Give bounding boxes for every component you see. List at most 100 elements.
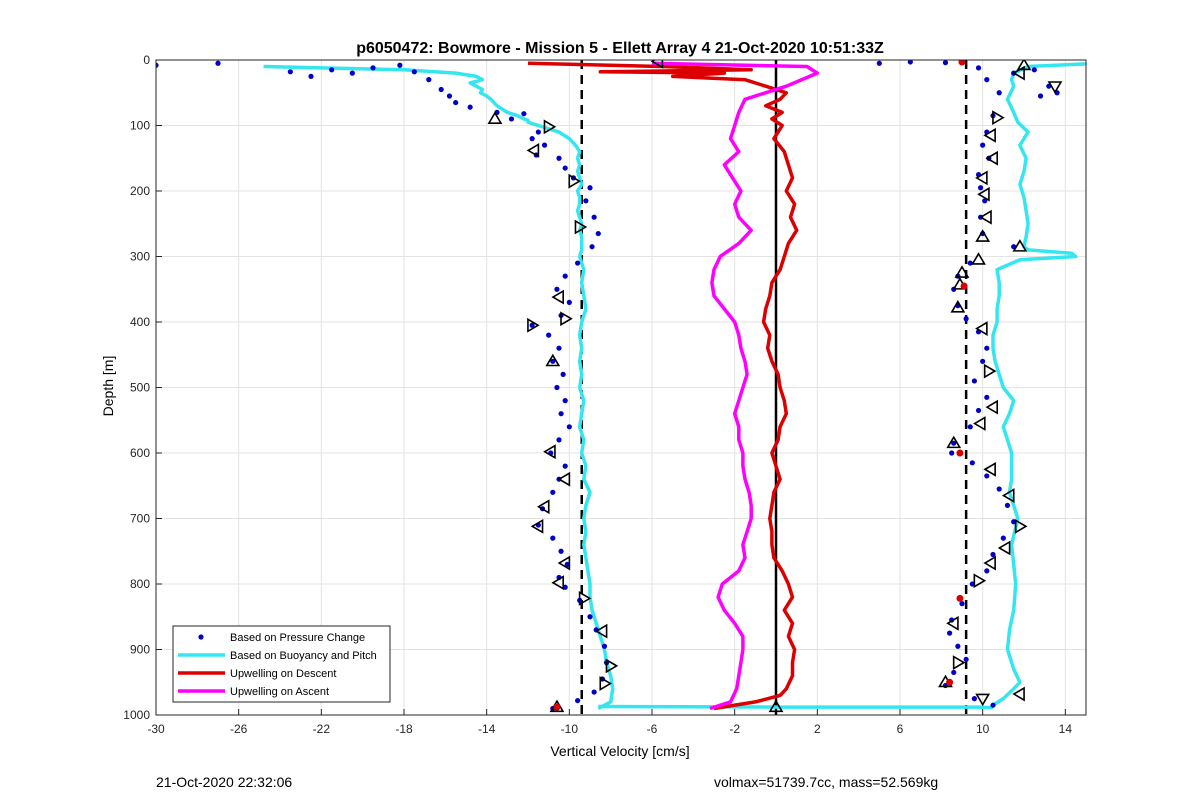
ramp-marker-triangle (560, 311, 573, 327)
x-tick-label: -6 (647, 722, 658, 736)
descent-marker-dot (960, 282, 968, 290)
ramp-marker-triangle (1012, 686, 1025, 702)
y-tick-label: 600 (130, 446, 150, 460)
ramp-marker-triangle (536, 499, 550, 515)
ramp-marker-triangle (768, 699, 784, 713)
axes: -30 -26 -22 -18 -14 -10 -6 -2 2 6 10 14010020030040… (123, 53, 1087, 736)
pressure-change-point (575, 260, 581, 266)
pressure-change-point (583, 198, 589, 204)
pressure-change-point (566, 424, 572, 430)
y-tick-label: 900 (130, 643, 150, 657)
x-tick-label: -22 (313, 722, 331, 736)
ramp-marker-triangle (594, 623, 608, 639)
buoyancy-pitch-line (598, 704, 994, 710)
ramp-marker-triangle (946, 615, 959, 631)
ramp-marker-triangle (946, 435, 962, 449)
pressure-change-point (971, 696, 978, 702)
ramp-marker-triangle (557, 555, 571, 571)
pressure-change-point (446, 93, 453, 99)
pressure-change-point (1000, 535, 1006, 541)
data-layer (156, 60, 1086, 715)
pressure-change-point (980, 142, 986, 148)
upwelling-descent-line (527, 61, 799, 711)
ramp-marker-triangle (599, 676, 613, 691)
descent-marker-dot (553, 703, 561, 711)
pressure-change-point (591, 689, 597, 695)
descent-marker-dot (956, 594, 964, 602)
pressure-change-point (529, 322, 535, 328)
y-axis-label: Depth [m] (100, 356, 116, 417)
pressure-change-point (975, 407, 982, 414)
y-tick-label: 800 (130, 577, 150, 591)
pressure-change-point (397, 62, 403, 68)
pressure-change-point (1037, 93, 1044, 99)
buoyancy-pitch-line (991, 62, 1086, 707)
ramp-marker-triangle (568, 173, 582, 189)
ramp-marker-triangle (979, 209, 992, 225)
pressure-change-point (990, 702, 996, 708)
y-tick-label: 400 (130, 315, 150, 329)
chart-title: p6050472: Bowmore - Mission 5 - Ellett A… (356, 40, 884, 57)
ramp-marker-triangle (530, 518, 544, 534)
ramp-marker-triangle (574, 219, 588, 235)
ramp-marker-triangle (954, 265, 970, 278)
ramp-marker-triangle (985, 150, 999, 166)
ramp-marker-triangle (1001, 488, 1015, 503)
ramp-marker-triangle (992, 110, 1005, 126)
y-tick-label: 300 (130, 250, 150, 264)
pressure-change-point (562, 165, 568, 171)
legend-symbol-dot (198, 634, 204, 640)
y-tick-label: 0 (143, 53, 150, 67)
x-tick-label: 10 (976, 722, 990, 736)
pressure-change-point (411, 69, 417, 75)
x-tick-label: 2 (814, 722, 821, 736)
pressure-change-point (329, 67, 335, 73)
descent-marker-dot (946, 678, 954, 686)
x-tick-label: -26 (230, 722, 248, 736)
pressure-change-point (508, 116, 515, 122)
pressure-change-point (546, 332, 552, 338)
ramp-marker-triangle (543, 444, 556, 460)
x-tick-label: -30 (147, 722, 165, 736)
pressure-change-point (996, 486, 1002, 492)
pressure-change-point (308, 73, 314, 79)
ramp-marker-triangle (983, 555, 996, 571)
pressure-change-point (980, 358, 986, 364)
pressure-change-point (984, 394, 990, 400)
ramp-marker-triangle (971, 252, 986, 265)
ramp-marker-triangle (545, 353, 561, 367)
x-axis-label: Vertical Velocity [cm/s] (550, 743, 689, 759)
pressure-change-point (984, 473, 990, 479)
y-tick-label: 100 (130, 119, 150, 133)
descent-marker-dot (956, 449, 964, 457)
pressure-change-point (963, 316, 969, 322)
pressure-change-point (587, 185, 593, 191)
pressure-change-point (562, 463, 568, 469)
pressure-change-point (556, 345, 562, 351)
ramp-marker-triangle (605, 658, 619, 674)
ramp-marker-triangle (543, 119, 557, 135)
descent-marker-dot (958, 60, 966, 66)
ramp-marker-triangle (1047, 81, 1063, 94)
pressure-change-point (556, 155, 562, 161)
pressure-change-point (984, 77, 990, 83)
pressure-change-point (529, 136, 535, 142)
pressure-change-point (947, 630, 953, 636)
ramp-marker-triangle (1014, 518, 1028, 534)
pressure-change-point (959, 601, 965, 607)
pressure-change-point (967, 260, 973, 266)
pressure-change-point (955, 643, 961, 649)
legend-label: Based on Buoyancy and Pitch (230, 650, 377, 662)
ramp-marker-triangle (973, 573, 987, 589)
y-tick-label: 700 (130, 512, 150, 526)
pressure-change-point (550, 535, 556, 541)
pressure-change-point (975, 65, 982, 71)
pressure-change-point (587, 614, 593, 620)
y-tick-label: 500 (130, 381, 150, 395)
ramp-marker-triangle (487, 111, 503, 124)
ramp-marker-triangle (975, 321, 988, 336)
pressure-change-point (156, 62, 159, 68)
pressure-change-point (541, 142, 548, 148)
pressure-change-point (984, 345, 990, 351)
pressure-change-point (562, 273, 568, 279)
